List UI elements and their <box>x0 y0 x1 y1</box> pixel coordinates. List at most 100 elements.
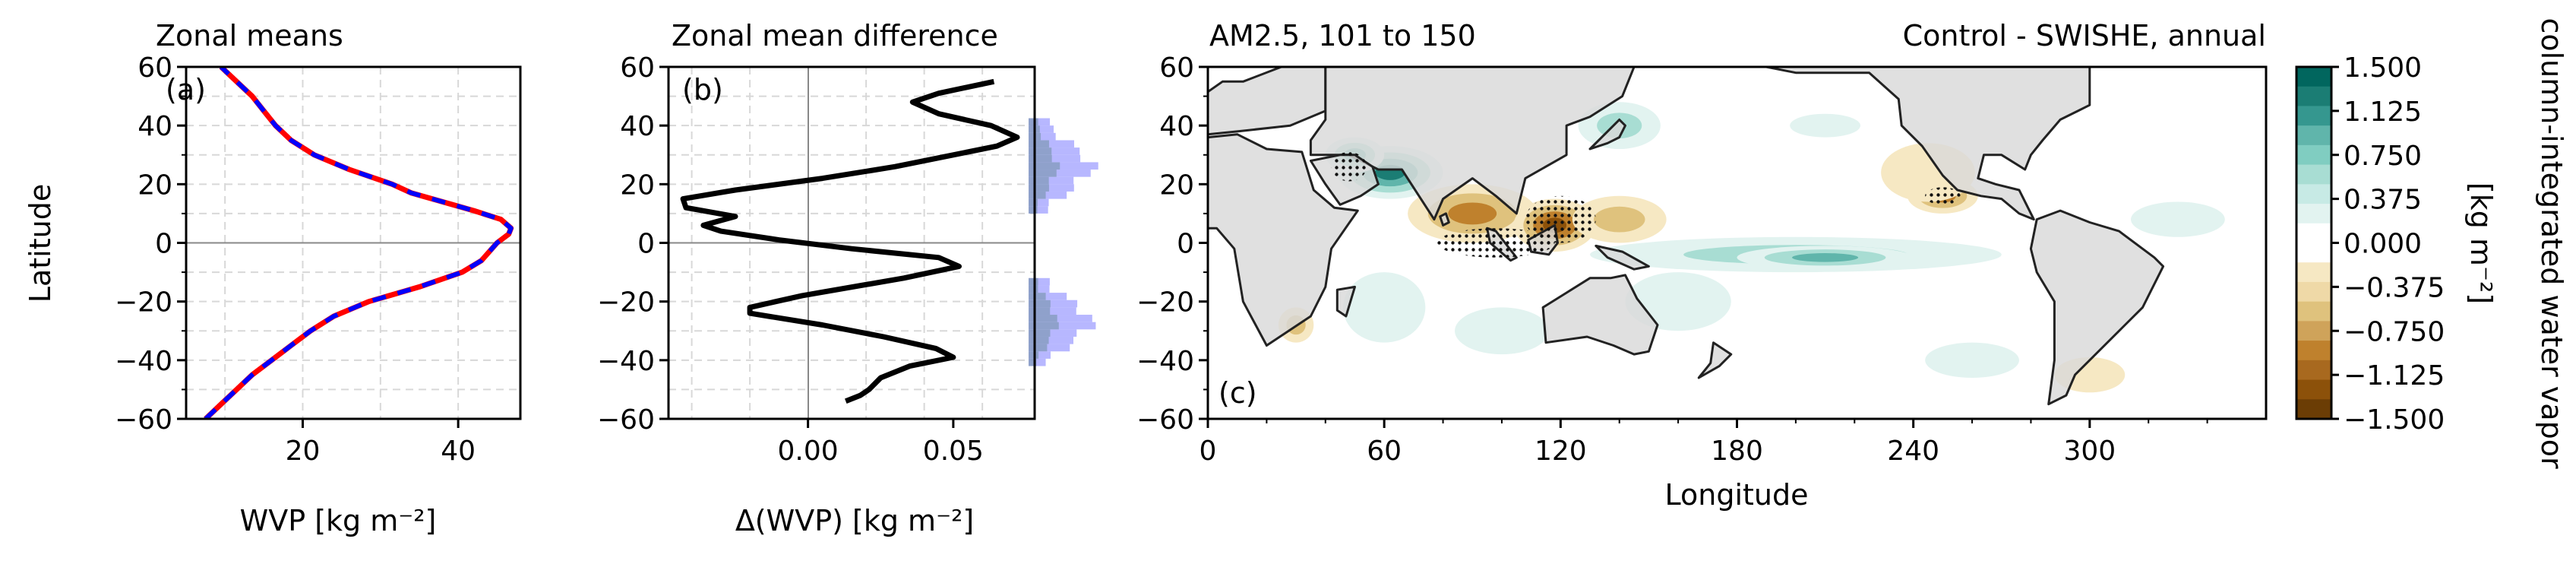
histogram-bar-overlap <box>1029 198 1038 207</box>
y-tick-label: 20 <box>137 170 172 201</box>
panel-b-series-line-1 <box>680 78 1020 404</box>
histogram-bar-overlap <box>1029 307 1051 315</box>
y-tick-label: −60 <box>1136 404 1194 436</box>
y-tick-label: 60 <box>1159 52 1194 84</box>
moist-anomaly <box>1792 253 1859 262</box>
panel-b: Zonal mean difference (b) 60 40 20 0 −20 −40 −… <box>597 19 1098 537</box>
colorbar-swatches <box>2296 67 2331 420</box>
histogram-bar <box>1029 293 1067 300</box>
land-japan <box>1588 118 1626 151</box>
colorbar-swatch <box>2296 341 2331 361</box>
y-tick-label: −20 <box>597 287 655 319</box>
colorbar: 1.500 1.125 0.750 0.375 0.000 −0.375 −0.750 −1.… <box>2295 17 2568 469</box>
y-tick-label: 40 <box>1159 111 1194 142</box>
y-tick-label: −20 <box>115 287 172 319</box>
x-tick-label: 300 <box>2063 436 2116 467</box>
y-tick-label: −40 <box>115 346 172 377</box>
y-tick-label: −40 <box>597 346 655 377</box>
significance-stipple <box>1331 151 1367 182</box>
histogram-bar <box>1029 277 1050 286</box>
colorbar-swatch <box>2296 321 2331 341</box>
histogram-bar-overlap <box>1029 277 1038 286</box>
histogram-bar-overlap <box>1029 184 1049 192</box>
panel-c-y-ticks: 60 40 20 0 −20 −40 −60 <box>1136 52 1208 436</box>
colorbar-swatch <box>2296 204 2331 224</box>
colorbar-swatch <box>2296 379 2331 400</box>
y-tick-label: 60 <box>620 52 655 84</box>
x-tick-label: 40 <box>441 436 476 467</box>
colorbar-tick-label: −0.375 <box>2344 272 2445 303</box>
histogram-bar-overlap <box>1029 191 1046 199</box>
y-tick-label: 20 <box>1159 170 1194 201</box>
dry-anomaly <box>1448 202 1497 225</box>
histogram-bar-overlap <box>1029 293 1046 300</box>
histogram-bar <box>1029 329 1077 337</box>
histogram-bar-overlap <box>1029 285 1038 293</box>
histogram-bar <box>1029 322 1096 330</box>
panel-a-ylabel: Latitude <box>24 184 57 303</box>
y-tick-label: −60 <box>115 404 172 436</box>
colorbar-swatch <box>2296 125 2331 146</box>
y-tick-label: 40 <box>137 111 172 142</box>
panel-b-label: (b) <box>682 73 723 106</box>
colorbar-units: [kg m⁻²] <box>2464 182 2498 304</box>
colorbar-swatch <box>2296 106 2331 126</box>
histogram-bar <box>1029 285 1050 293</box>
significance-stipple <box>1925 187 1961 205</box>
colorbar-swatch <box>2296 281 2331 303</box>
land-newguinea <box>1595 244 1650 271</box>
colorbar-ticks: 1.500 1.125 0.750 0.375 0.000 −0.375 −0.750 −1.… <box>2331 52 2445 436</box>
moist-anomaly <box>1790 113 1861 138</box>
histogram-bar-overlap <box>1029 118 1038 126</box>
land-europe <box>1208 67 1327 136</box>
x-tick-label: 0.05 <box>923 436 984 467</box>
dry-anomaly <box>1593 206 1645 233</box>
panel-b-x-ticks: 0.00 0.05 <box>778 419 984 467</box>
y-tick-label: 60 <box>137 52 172 84</box>
colorbar-tick-label: 1.125 <box>2344 97 2422 128</box>
land-newzealand <box>1697 341 1733 379</box>
colorbar-tick-label: −1.125 <box>2344 360 2445 391</box>
panel-c: AM2.5, 101 to 150 Control - SWISHE, annu… <box>1136 19 2268 512</box>
histogram-bar <box>1029 344 1070 352</box>
panel-c-xlabel: Longitude <box>1665 478 1809 512</box>
histogram-bar <box>1029 170 1091 177</box>
land-asia <box>1309 67 1636 221</box>
y-tick-label: 40 <box>620 111 655 142</box>
panel-c-label: (c) <box>1218 376 1257 410</box>
colorbar-swatch <box>2296 399 2331 420</box>
histogram-bar-overlap <box>1029 300 1051 308</box>
histogram-bar-overlap <box>1029 322 1059 330</box>
histogram-bar <box>1029 118 1051 126</box>
colorbar-tick-label: −1.500 <box>2344 404 2445 436</box>
histogram-bar-overlap <box>1029 206 1038 214</box>
panel-a-series-line-2 <box>204 67 514 419</box>
moist-anomaly <box>1455 307 1549 355</box>
colorbar-tick-label: 0.000 <box>2344 229 2422 260</box>
colorbar-swatch <box>2296 223 2331 243</box>
colorbar-label: column-integrated water vapor <box>2535 17 2568 469</box>
colorbar-tick-label: −0.750 <box>2344 316 2445 347</box>
y-tick-label: 0 <box>155 229 172 260</box>
colorbar-tick-label: 0.750 <box>2344 141 2422 172</box>
x-tick-label: 20 <box>286 436 321 467</box>
histogram-bar <box>1029 162 1098 170</box>
x-tick-label: 0.00 <box>778 436 839 467</box>
panel-a-series <box>204 67 514 419</box>
y-tick-label: −40 <box>1136 346 1194 377</box>
panel-a-x-ticks: 20 40 <box>286 419 476 467</box>
panel-b-histogram <box>1029 118 1098 366</box>
histogram-bar-overlap <box>1029 358 1037 366</box>
colorbar-swatch <box>2296 144 2331 166</box>
histogram-bar-overlap <box>1029 162 1060 170</box>
histogram-bar <box>1029 315 1092 322</box>
panel-a-title: Zonal means <box>156 19 343 52</box>
colorbar-swatch <box>2296 67 2331 87</box>
map-stipple <box>1331 151 1961 258</box>
moist-anomaly <box>1925 342 2019 378</box>
panel-a-y-ticks: 60 40 20 0 −20 −40 −60 <box>115 52 186 436</box>
panel-b-series <box>680 78 1020 404</box>
histogram-bar-overlap <box>1029 147 1052 155</box>
x-tick-label: 180 <box>1711 436 1763 467</box>
histogram-bar <box>1029 140 1074 148</box>
